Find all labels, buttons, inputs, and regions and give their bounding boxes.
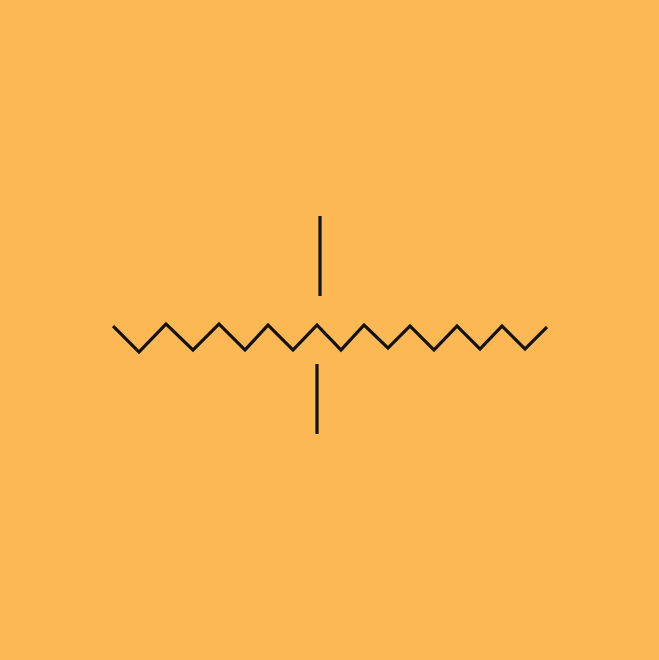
- zigzag-line: [111, 321, 549, 355]
